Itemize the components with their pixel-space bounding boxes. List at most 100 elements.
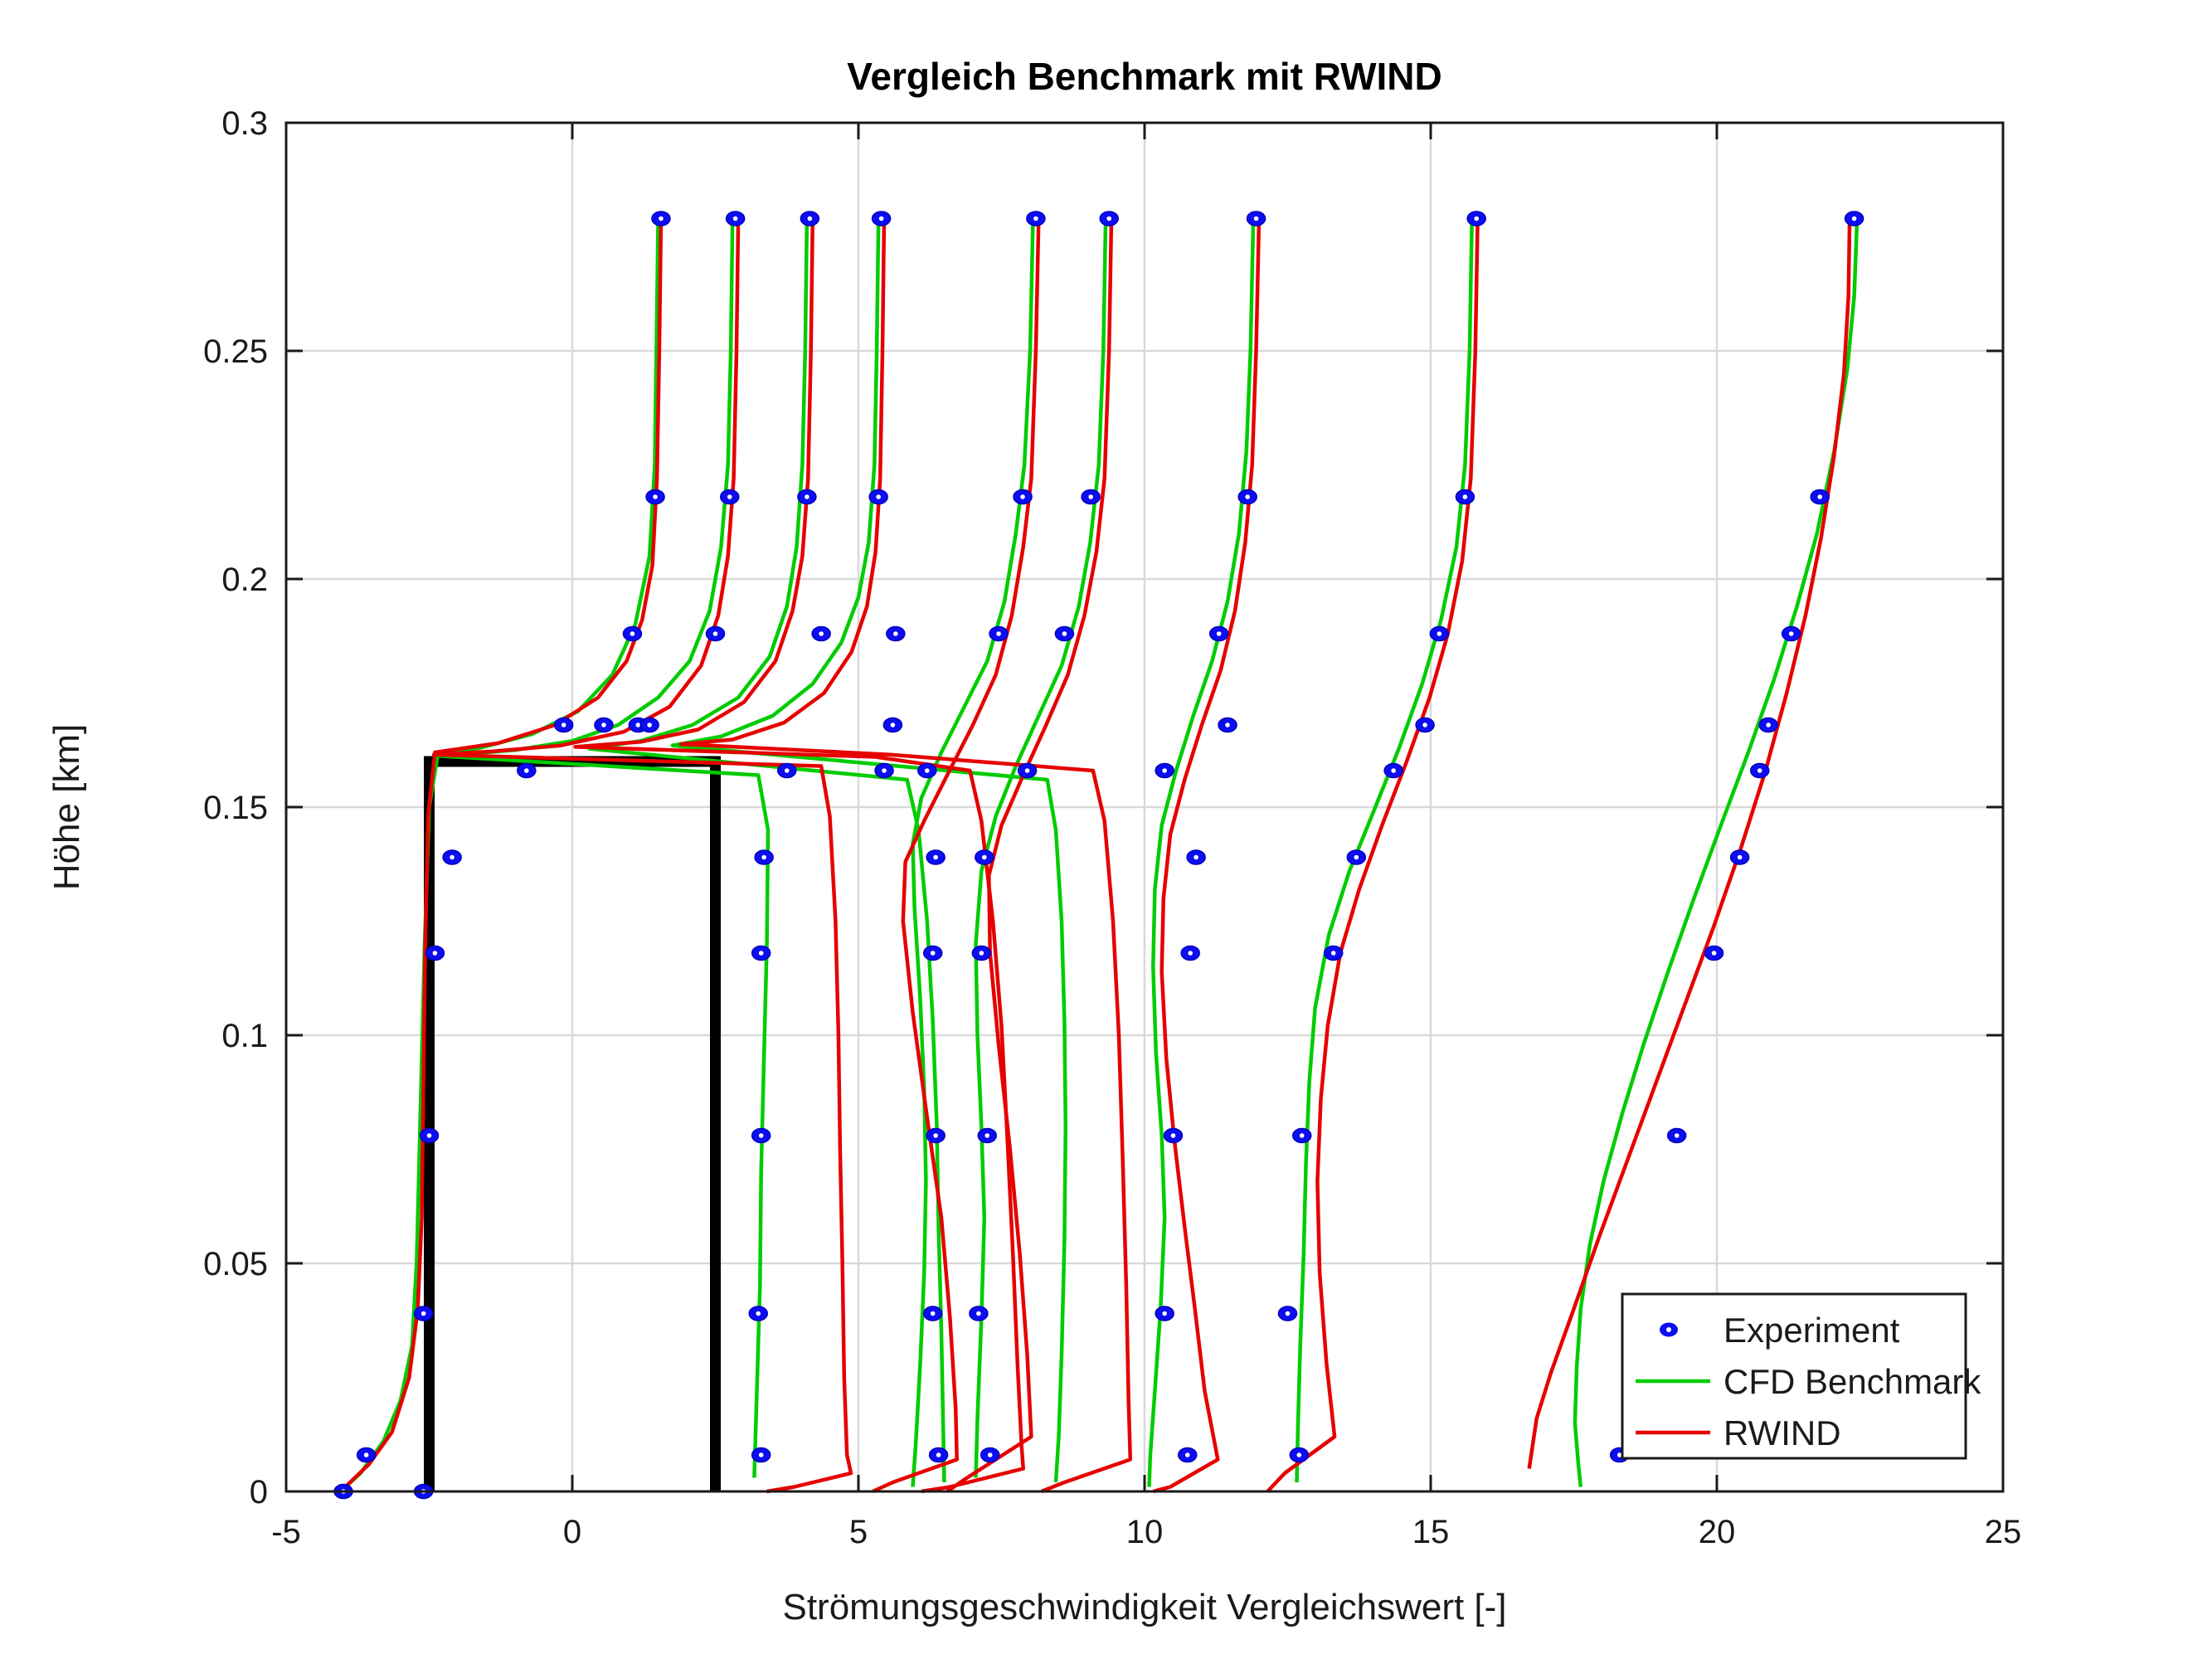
rwind-line-profile-3: [573, 218, 1025, 1494]
experiment-point-center-profile-8: [1299, 1133, 1305, 1138]
experiment-point-center-profile-2: [758, 1133, 764, 1138]
cfd-line-profile-5: [911, 218, 1035, 1487]
y-tick-label: 0.1: [221, 1018, 268, 1054]
experiment-point-center-profile-6: [1024, 768, 1030, 773]
rwind-line-profile-4: [678, 218, 1133, 1494]
legend-label-rwind: RWIND: [1723, 1413, 1841, 1452]
experiment-point-center-profile-2: [784, 768, 790, 773]
experiment-point-center-profile-8: [1330, 951, 1336, 956]
y-tick-label: 0.3: [221, 105, 268, 142]
experiment-point-center-profile-7: [1194, 854, 1198, 860]
experiment-point-center-profile-3: [635, 722, 641, 727]
cfd-line-profile-7: [1147, 218, 1256, 1487]
legend-label-cfd-benchmark: CFD Benchmark: [1723, 1362, 1981, 1401]
experiment-point-center-profile-2: [601, 722, 606, 727]
experiment-point-center-profile-7: [1188, 951, 1193, 956]
experiment-point-center-profile-7: [1162, 1311, 1167, 1316]
experiment-point-center-profile-8: [1437, 631, 1442, 636]
experiment-point-center-profile-7: [1162, 768, 1167, 773]
y-tick-label: 0.15: [203, 790, 268, 826]
legend: Experiment CFD Benchmark RWIND: [1621, 1292, 1981, 1460]
experiment-point-center-profile-6: [1106, 216, 1112, 221]
experiment-point-center-profile-8: [1422, 722, 1427, 727]
experiment-point-center-profile-3: [936, 1452, 941, 1457]
rwind-line-profile-7: [1152, 218, 1262, 1494]
x-tick-label: 25: [1985, 1514, 2022, 1550]
experiment-point-center-profile-3: [930, 1311, 936, 1316]
y-tick-label: 0.2: [221, 562, 268, 598]
experiment-point-center-profile-5: [925, 768, 930, 773]
experiment-point-center-profile-7: [1170, 1133, 1176, 1138]
experiment-point-center-profile-7: [1184, 1452, 1190, 1457]
experiment-point-center-profile-3: [933, 1133, 938, 1138]
experiment-point-center-profile-6: [1062, 631, 1067, 636]
experiment-point-center-profile-5: [1020, 494, 1025, 499]
experiment-point-center-profile-7: [1216, 631, 1222, 636]
x-tick-label: 0: [563, 1514, 581, 1550]
experiment-point-center-profile-9: [1788, 631, 1794, 636]
experiment-point-center-profile-5: [1033, 216, 1038, 221]
experiment-point-center-profile-3: [807, 216, 813, 221]
experiment-point-center-profile-6: [987, 1452, 993, 1457]
x-tick-label: 15: [1412, 1514, 1450, 1550]
experiment-point-center-profile-1: [363, 1452, 369, 1457]
experiment-point-center-profile-6: [984, 1133, 990, 1138]
legend-label-experiment: Experiment: [1723, 1311, 1900, 1350]
experiment-point-center-profile-1: [653, 494, 658, 499]
legend-item-experiment: Experiment: [1660, 1311, 1900, 1350]
experiment-point-center-profile-2: [758, 1452, 764, 1457]
experiment-point-center-profile-9: [1737, 854, 1743, 860]
rwind-line-profile-1: [339, 218, 664, 1493]
legend-item-rwind: RWIND: [1636, 1413, 1841, 1452]
chart-title: Vergleich Benchmark mit RWIND: [847, 55, 1441, 98]
experiment-point-center-profile-1: [524, 768, 529, 773]
experiment-point-center-profile-4: [893, 631, 898, 636]
experiment-point-center-profile-2: [761, 854, 766, 860]
x-axis-label: Strömungsgeschwindigkeit Vergleichswert …: [782, 1587, 1506, 1627]
experiment-point-center-profile-1: [561, 722, 566, 727]
experiment-point-center-profile-9: [1757, 768, 1762, 773]
x-tick-label: 5: [849, 1514, 868, 1550]
experiment-point-center-profile-3: [930, 951, 936, 956]
experiment-marker-center: [1666, 1327, 1671, 1332]
experiment-point-center-profile-8: [1391, 768, 1396, 773]
x-tick-label: -5: [271, 1514, 301, 1550]
cfd-line-profile-8: [1295, 218, 1474, 1483]
experiment-point-center-profile-6: [979, 951, 984, 956]
cfd-line-profile-6: [974, 218, 1108, 1478]
experiment-point-center-profile-4: [882, 768, 887, 773]
experiment-point-center-profile-9: [1616, 1452, 1622, 1457]
legend-item-cfd-benchmark: CFD Benchmark: [1636, 1362, 1981, 1401]
experiment-point-center-profile-3: [933, 854, 938, 860]
experiment-point-center-profile-1: [630, 631, 635, 636]
y-tick-label: 0.25: [203, 333, 268, 370]
experiment-point-center-profile-9: [1851, 216, 1857, 221]
experiment-point-center-profile-9: [1817, 494, 1822, 499]
building-outline: [424, 756, 721, 1491]
experiment-point-center-profile-9: [1711, 951, 1717, 956]
experiment-point-center-profile-3: [805, 494, 809, 499]
x-tick-label: 20: [1699, 1514, 1736, 1550]
experiment-point-center-profile-7: [1225, 722, 1230, 727]
experiment-point-center-profile-8: [1462, 494, 1468, 499]
experiment-point-center-profile-9: [1766, 722, 1771, 727]
experiment-point-center-profile-6: [1088, 494, 1093, 499]
rwind-line-profile-5: [872, 218, 1041, 1494]
experiment-point-center-profile-7: [1245, 494, 1250, 499]
experiment-point-center-profile-2: [712, 631, 718, 636]
experiment-point-center-profile-2: [727, 494, 732, 499]
experiment-point-center-profile-5: [996, 631, 1001, 636]
experiment-point-center-profile-1: [450, 854, 455, 860]
experiment-point-center-profile-4: [876, 494, 881, 499]
experiment-point-center-profile-8: [1474, 216, 1479, 221]
experiment-point-center-profile-5: [890, 722, 896, 727]
experiment-point-center-profile-1: [659, 216, 664, 221]
cfd-line-profile-4: [670, 218, 1068, 1483]
experiment-point-center-profile-8: [1354, 854, 1359, 860]
experiment-point-center-profile-2: [732, 216, 738, 221]
x-tick-label: 10: [1126, 1514, 1164, 1550]
experiment-point-center-profile-1: [421, 1311, 426, 1316]
experiment-point-center-profile-4: [647, 722, 652, 727]
